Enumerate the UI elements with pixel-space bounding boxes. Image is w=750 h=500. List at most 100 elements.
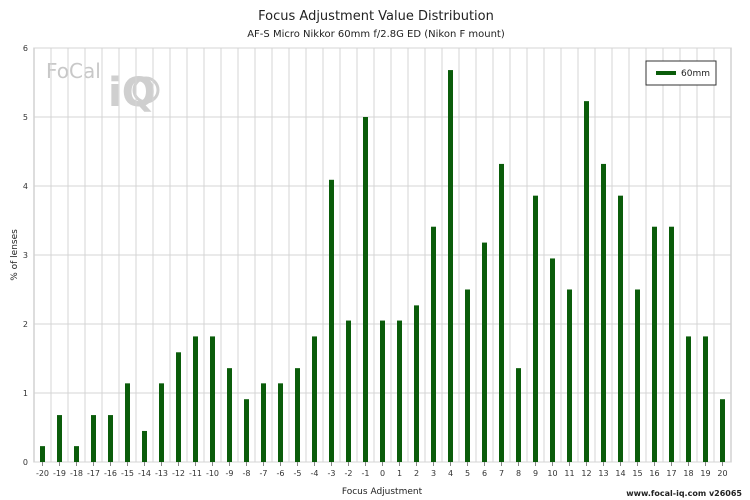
bar [142, 430, 147, 462]
bar [686, 336, 691, 462]
x-tick-label: 18 [683, 469, 693, 478]
x-tick-label: -2 [345, 469, 353, 478]
x-tick-label: -8 [243, 469, 251, 478]
x-tick-label: -14 [138, 469, 151, 478]
x-tick-label: 9 [533, 469, 538, 478]
bar [40, 446, 45, 462]
bar [601, 163, 606, 463]
x-tick-label: -4 [311, 469, 319, 478]
x-tick-label: 16 [649, 469, 659, 478]
bars [40, 70, 725, 463]
bar [397, 320, 402, 462]
y-ticks: 0 1 2 3 4 5 6 [23, 44, 28, 467]
bar [465, 289, 470, 462]
bar [329, 179, 334, 463]
watermark-lens-icon [132, 76, 160, 104]
x-tick-label: -16 [104, 469, 117, 478]
x-tick-label: -6 [277, 469, 285, 478]
bar [125, 383, 130, 462]
x-tick-label: -19 [53, 469, 66, 478]
x-tick-label: 20 [717, 469, 727, 478]
bar [584, 101, 589, 462]
x-tick-label: -1 [362, 469, 370, 478]
y-tick-label: 2 [23, 320, 28, 329]
y-tick-label: 1 [23, 389, 28, 398]
bar [91, 415, 96, 462]
x-tick-label: -12 [172, 469, 185, 478]
x-tick-label: 12 [581, 469, 591, 478]
bar [363, 117, 368, 462]
bar [567, 289, 572, 462]
x-tick-label: 6 [482, 469, 487, 478]
legend-series-name: 60mm [681, 69, 710, 79]
bar [380, 320, 385, 462]
x-tick-label: 1 [397, 469, 402, 478]
bar [159, 383, 164, 462]
bar [193, 336, 198, 462]
legend-swatch [656, 71, 676, 75]
watermark-text: FoCal [46, 59, 101, 83]
bar [482, 242, 487, 462]
y-axis-label: % of lenses [10, 229, 20, 281]
footer-credit: www.focal-iq.com v26065 [626, 489, 742, 498]
x-tick-label: 17 [666, 469, 676, 478]
chart-subtitle: AF-S Micro Nikkor 60mm f/2.8G ED (Nikon … [247, 29, 505, 40]
x-tick-label: 7 [499, 469, 504, 478]
x-tick-label: -3 [328, 469, 336, 478]
bar [227, 368, 232, 462]
x-tick-label: -5 [294, 469, 302, 478]
y-tick-label: 3 [23, 251, 28, 260]
bar [57, 415, 62, 462]
bar [261, 383, 266, 462]
bar [448, 70, 453, 462]
x-tick-label: -9 [226, 469, 234, 478]
bar [176, 352, 181, 462]
legend: 60mm [645, 60, 717, 86]
bar [516, 368, 521, 462]
bar [703, 336, 708, 462]
x-tick-label: 15 [632, 469, 642, 478]
bar [210, 336, 215, 462]
x-tick-label: 3 [431, 469, 436, 478]
x-tick-label: 10 [547, 469, 557, 478]
y-tick-label: 0 [23, 458, 28, 467]
bar [74, 446, 79, 462]
bar [278, 383, 283, 462]
focal-iq-watermark: FoCal iQ [46, 59, 160, 116]
bar [618, 195, 623, 462]
bar [720, 399, 725, 462]
x-tick-label: 5 [465, 469, 470, 478]
bar [431, 226, 436, 462]
grid [34, 47, 731, 463]
x-tick-label: -11 [189, 469, 202, 478]
x-axis-label: Focus Adjustment [342, 487, 423, 497]
bar [346, 320, 351, 462]
y-tick-label: 4 [23, 182, 28, 191]
x-tick-label: -17 [87, 469, 100, 478]
x-tick-label: -18 [70, 469, 83, 478]
bar [635, 289, 640, 462]
bar [669, 226, 674, 462]
x-tick-label: 14 [615, 469, 625, 478]
bar [312, 336, 317, 462]
bar [550, 258, 555, 462]
x-ticks: -20 -19 -18 -17 -16 -15 -14 -13 -12 -11 -10 -9 -8 -7-… [36, 462, 728, 478]
x-tick-label: -7 [260, 469, 268, 478]
bar [499, 163, 504, 463]
x-tick-label: 8 [516, 469, 521, 478]
bar [652, 226, 657, 462]
bar [244, 399, 249, 462]
x-tick-label: -20 [36, 469, 49, 478]
x-tick-label: -13 [155, 469, 168, 478]
x-tick-label: 11 [564, 469, 574, 478]
chart-title: Focus Adjustment Value Distribution [258, 9, 494, 24]
bar [108, 415, 113, 462]
x-tick-label: 2 [414, 469, 419, 478]
x-tick-label: 4 [448, 469, 453, 478]
x-tick-label: 19 [700, 469, 710, 478]
bar [414, 305, 419, 462]
bar [533, 195, 538, 462]
x-tick-label: -15 [121, 469, 134, 478]
x-tick-label: -10 [206, 469, 219, 478]
